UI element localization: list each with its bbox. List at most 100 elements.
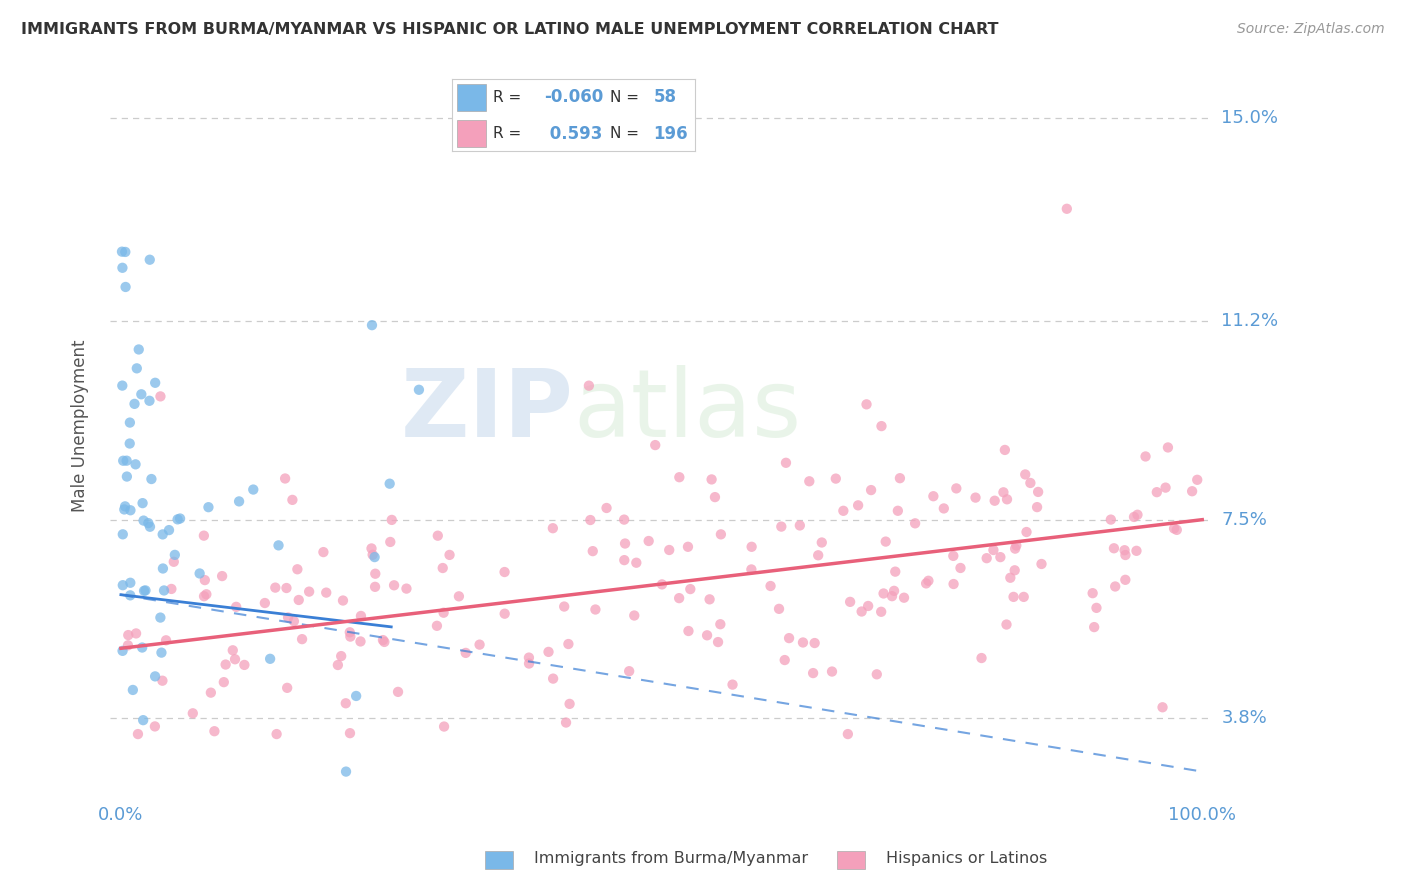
Point (1099, 513, 1122, 527)
Text: Hispanics or Latinos: Hispanics or Latinos (886, 851, 1047, 865)
Point (139, 520, 162, 534)
Point (710, 527, 733, 541)
Point (517, 657, 540, 671)
Point (364, 566, 387, 581)
Point (277, 610, 299, 624)
Point (949, 561, 972, 575)
Point (152, 527, 174, 541)
Point (870, 605, 893, 619)
Point (1135, 450, 1157, 464)
Point (942, 577, 965, 591)
Point (578, 378, 600, 392)
Point (200, 686, 222, 700)
Text: Source: ZipAtlas.com: Source: ZipAtlas.com (1237, 22, 1385, 37)
Point (118, 436, 141, 450)
Point (1085, 600, 1108, 615)
Point (810, 535, 832, 549)
Point (149, 389, 172, 403)
Point (1014, 467, 1036, 482)
Point (188, 566, 211, 581)
Point (426, 529, 449, 543)
Point (111, 644, 134, 658)
Point (770, 519, 793, 533)
Point (1163, 522, 1185, 536)
Point (111, 378, 134, 392)
Point (274, 471, 297, 485)
Point (1026, 500, 1049, 515)
Point (291, 632, 314, 647)
Point (837, 727, 859, 741)
Point (276, 681, 298, 695)
Point (994, 442, 1017, 457)
Point (169, 511, 191, 525)
Point (1114, 573, 1136, 587)
Point (893, 591, 915, 605)
Point (287, 562, 309, 576)
Point (287, 593, 309, 607)
Point (408, 383, 430, 397)
Point (114, 500, 136, 514)
Text: Immigrants from Burma/Myanmar: Immigrants from Burma/Myanmar (534, 851, 808, 865)
Point (995, 492, 1018, 507)
Point (872, 586, 894, 600)
Point (120, 575, 142, 590)
Point (799, 475, 821, 489)
Point (778, 631, 800, 645)
Point (432, 561, 454, 575)
Point (447, 590, 470, 604)
Point (1056, 202, 1078, 216)
Point (120, 503, 142, 517)
Point (138, 393, 160, 408)
Point (1002, 590, 1025, 604)
Point (128, 343, 150, 357)
Point (1081, 586, 1104, 600)
Point (1000, 571, 1022, 585)
Point (378, 476, 401, 491)
Point (228, 494, 250, 508)
Point (851, 605, 873, 619)
Point (884, 565, 907, 579)
Point (326, 658, 349, 673)
Point (132, 514, 155, 528)
Point (617, 664, 640, 678)
Point (193, 529, 215, 543)
Point (283, 614, 305, 628)
Text: 100.0%: 100.0% (1168, 806, 1236, 824)
Point (143, 719, 166, 733)
Point (1031, 557, 1053, 571)
Point (887, 504, 910, 518)
Point (117, 628, 139, 642)
Point (117, 638, 139, 652)
Point (134, 583, 156, 598)
Point (1157, 441, 1180, 455)
Point (181, 706, 204, 721)
Point (111, 527, 134, 541)
Point (803, 636, 825, 650)
Text: 15.0%: 15.0% (1222, 109, 1278, 127)
Point (696, 628, 718, 642)
Point (339, 625, 361, 640)
Point (1102, 541, 1125, 556)
Point (194, 573, 217, 587)
Point (153, 583, 176, 598)
Point (555, 715, 578, 730)
Point (993, 485, 1015, 500)
Point (125, 626, 148, 640)
Point (707, 635, 730, 649)
Point (658, 543, 681, 558)
Point (1152, 700, 1174, 714)
Point (127, 727, 149, 741)
Point (494, 565, 516, 579)
Point (801, 666, 824, 681)
Point (614, 536, 637, 550)
Point (883, 583, 905, 598)
Point (433, 606, 456, 620)
Point (1083, 620, 1105, 634)
Point (775, 456, 797, 470)
Point (541, 521, 564, 535)
Point (150, 646, 173, 660)
Point (832, 504, 855, 518)
Point (382, 578, 405, 592)
Point (115, 453, 138, 467)
Point (789, 518, 811, 533)
